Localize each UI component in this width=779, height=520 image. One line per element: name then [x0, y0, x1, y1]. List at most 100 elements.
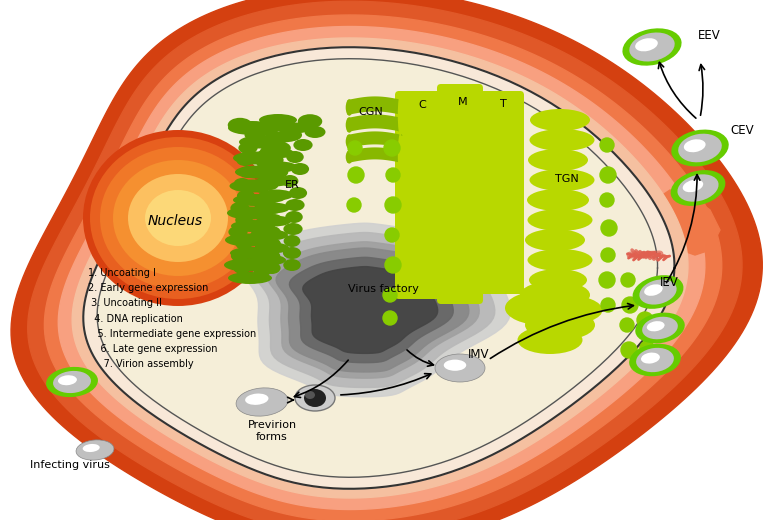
- Polygon shape: [563, 213, 609, 259]
- Ellipse shape: [433, 214, 439, 256]
- Ellipse shape: [295, 385, 335, 411]
- Polygon shape: [399, 254, 437, 294]
- Ellipse shape: [488, 93, 516, 113]
- Circle shape: [384, 140, 400, 156]
- Ellipse shape: [46, 367, 98, 397]
- Ellipse shape: [635, 313, 685, 343]
- Circle shape: [347, 198, 361, 212]
- Ellipse shape: [83, 444, 100, 452]
- Polygon shape: [11, 0, 763, 520]
- Ellipse shape: [398, 134, 403, 176]
- Circle shape: [600, 138, 614, 152]
- Ellipse shape: [255, 241, 272, 253]
- Ellipse shape: [647, 321, 664, 331]
- Polygon shape: [399, 134, 437, 174]
- Ellipse shape: [483, 172, 488, 213]
- Text: IEV: IEV: [660, 276, 679, 289]
- Ellipse shape: [83, 130, 273, 306]
- Ellipse shape: [258, 193, 276, 205]
- Ellipse shape: [272, 142, 291, 154]
- FancyBboxPatch shape: [480, 91, 524, 294]
- Ellipse shape: [682, 179, 703, 192]
- Ellipse shape: [256, 157, 274, 169]
- Ellipse shape: [271, 118, 295, 132]
- Polygon shape: [399, 94, 437, 134]
- Text: CGN: CGN: [358, 107, 382, 117]
- Circle shape: [621, 342, 637, 358]
- Circle shape: [383, 311, 397, 325]
- Ellipse shape: [525, 229, 585, 251]
- Ellipse shape: [230, 179, 274, 192]
- Polygon shape: [484, 94, 520, 133]
- Ellipse shape: [516, 250, 521, 291]
- Ellipse shape: [529, 269, 587, 291]
- Polygon shape: [241, 223, 510, 397]
- Text: T: T: [500, 99, 507, 109]
- Ellipse shape: [235, 238, 252, 250]
- Polygon shape: [441, 214, 479, 256]
- Ellipse shape: [398, 174, 403, 216]
- Ellipse shape: [257, 215, 291, 227]
- Ellipse shape: [228, 226, 248, 238]
- Ellipse shape: [259, 114, 297, 126]
- Ellipse shape: [76, 440, 114, 460]
- Ellipse shape: [263, 178, 279, 190]
- Polygon shape: [347, 147, 403, 163]
- Polygon shape: [347, 132, 403, 148]
- Polygon shape: [276, 248, 469, 372]
- Ellipse shape: [671, 170, 725, 206]
- Ellipse shape: [239, 166, 257, 178]
- Circle shape: [601, 220, 617, 236]
- Ellipse shape: [284, 259, 301, 271]
- Text: M: M: [458, 97, 467, 107]
- Ellipse shape: [252, 205, 271, 217]
- Ellipse shape: [262, 250, 280, 262]
- Ellipse shape: [270, 166, 288, 178]
- Ellipse shape: [230, 247, 274, 259]
- Ellipse shape: [260, 145, 280, 157]
- Ellipse shape: [234, 178, 250, 190]
- Circle shape: [620, 318, 634, 332]
- Ellipse shape: [256, 176, 292, 187]
- Ellipse shape: [236, 154, 254, 166]
- Ellipse shape: [635, 38, 657, 51]
- Circle shape: [348, 141, 362, 155]
- Ellipse shape: [256, 217, 273, 229]
- Ellipse shape: [225, 233, 271, 246]
- Ellipse shape: [505, 291, 585, 326]
- Ellipse shape: [286, 151, 304, 163]
- Ellipse shape: [284, 235, 301, 247]
- Ellipse shape: [530, 129, 594, 151]
- Ellipse shape: [483, 211, 488, 252]
- Ellipse shape: [475, 214, 480, 258]
- Ellipse shape: [90, 137, 266, 299]
- Ellipse shape: [444, 360, 467, 371]
- Ellipse shape: [253, 181, 270, 193]
- Ellipse shape: [294, 139, 312, 151]
- Ellipse shape: [128, 174, 228, 262]
- Ellipse shape: [145, 190, 211, 246]
- Ellipse shape: [346, 150, 353, 164]
- Ellipse shape: [445, 86, 475, 106]
- Ellipse shape: [684, 139, 706, 152]
- Circle shape: [385, 228, 399, 242]
- Ellipse shape: [259, 189, 294, 201]
- Ellipse shape: [268, 132, 289, 144]
- Ellipse shape: [284, 223, 302, 235]
- Ellipse shape: [224, 258, 270, 271]
- Ellipse shape: [622, 28, 682, 66]
- Ellipse shape: [231, 250, 249, 262]
- Ellipse shape: [228, 272, 272, 284]
- Ellipse shape: [346, 134, 353, 149]
- Ellipse shape: [264, 238, 281, 250]
- Ellipse shape: [525, 310, 595, 340]
- Circle shape: [383, 288, 397, 302]
- Ellipse shape: [520, 281, 590, 309]
- Circle shape: [600, 193, 614, 207]
- Ellipse shape: [227, 206, 273, 219]
- Circle shape: [601, 298, 615, 312]
- Ellipse shape: [475, 87, 480, 132]
- Polygon shape: [303, 267, 438, 354]
- Circle shape: [637, 312, 653, 328]
- Text: 1. Uncoating I
2. Early gene expression
 3. Uncoating II
  4. DNA replication
  : 1. Uncoating I 2. Early gene expression …: [88, 268, 256, 369]
